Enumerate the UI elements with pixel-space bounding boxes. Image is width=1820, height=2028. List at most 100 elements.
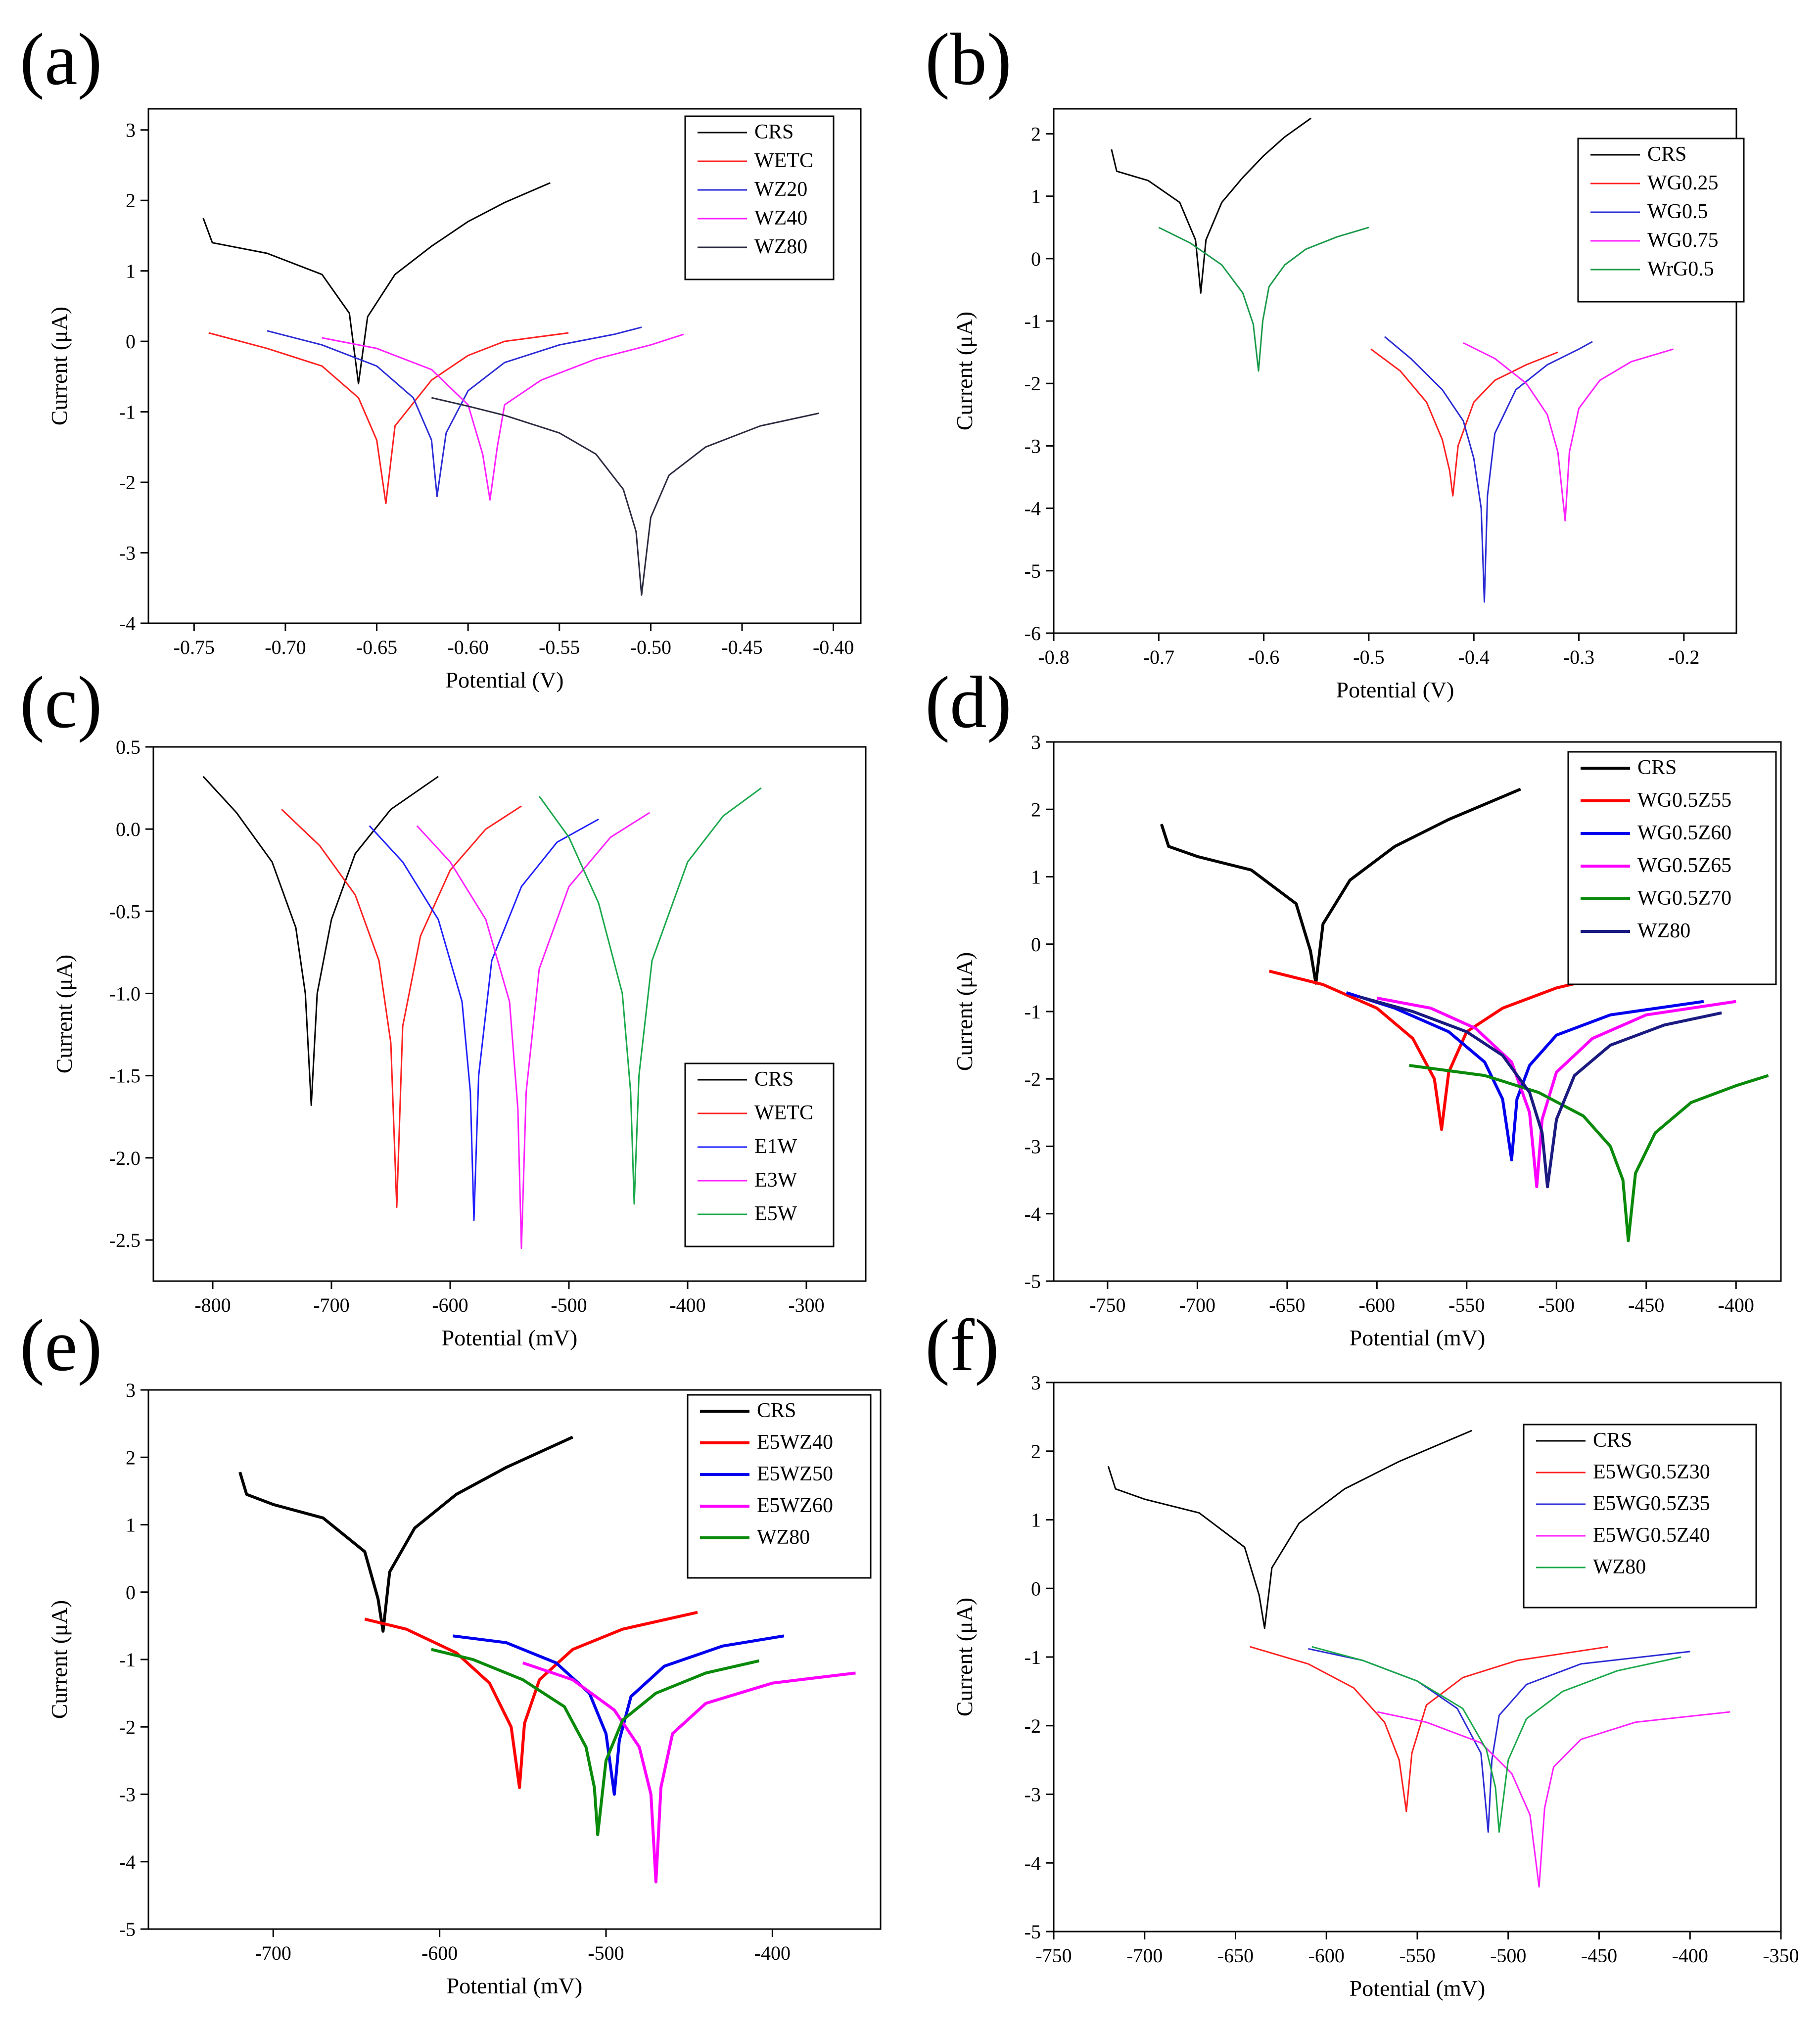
legend-entry: WZ40 bbox=[754, 207, 807, 230]
y-tick-label: -1 bbox=[119, 1649, 136, 1671]
x-tick-label: -500 bbox=[551, 1294, 587, 1316]
y-axis-label: Current (μA) bbox=[952, 952, 977, 1071]
x-tick-label: -700 bbox=[1126, 1944, 1163, 1967]
series-line bbox=[1268, 969, 1629, 1131]
x-tick-label: -500 bbox=[1490, 1944, 1526, 1967]
x-tick-label: -0.6 bbox=[1248, 646, 1279, 668]
chart-panel: (b) -0.8 -0.7 -0.6 -0.5 -0.4 -0.3 -0.2 -6 -5 -4 -3 -… bbox=[925, 18, 1745, 702]
legend-box bbox=[684, 115, 835, 280]
x-tick-label: -0.40 bbox=[813, 636, 854, 658]
legend-box bbox=[687, 1394, 872, 1579]
legend-entry: E5WG0.5Z35 bbox=[1593, 1492, 1710, 1515]
y-tick-label: -3 bbox=[119, 1784, 136, 1806]
legend-entry: WG0.25 bbox=[1647, 172, 1718, 194]
series-line bbox=[416, 812, 650, 1249]
y-tick-label: -2 bbox=[1025, 1715, 1041, 1737]
y-axis-label: Current (μA) bbox=[952, 1598, 977, 1717]
y-tick-label: -5 bbox=[1025, 560, 1041, 582]
panel-label: (d) bbox=[925, 661, 1012, 743]
series-line bbox=[1158, 227, 1369, 372]
series-line bbox=[522, 1661, 856, 1884]
series-line bbox=[281, 805, 522, 1208]
panel-label: (b) bbox=[925, 18, 1012, 100]
chart-panel: (e) -700 -600 -500 -400 -5 -4 -3 -2 -1 0 1 2 3 Potenti… bbox=[20, 1304, 882, 1998]
legend-entry: WG0.5Z70 bbox=[1637, 887, 1731, 910]
x-tick-label: -0.5 bbox=[1353, 646, 1384, 668]
x-tick-label: -550 bbox=[1448, 1294, 1485, 1316]
x-tick-label: -550 bbox=[1399, 1944, 1435, 1967]
x-tick-label: -750 bbox=[1089, 1294, 1125, 1316]
x-tick-label: -600 bbox=[1308, 1944, 1345, 1967]
y-tick-label: -4 bbox=[119, 1851, 136, 1873]
x-tick-label: -750 bbox=[1035, 1944, 1072, 1967]
series-line bbox=[1358, 995, 1722, 1189]
legend-entry: WZ20 bbox=[754, 178, 807, 201]
series-line bbox=[431, 1648, 760, 1837]
y-tick-label: 0 bbox=[126, 330, 136, 353]
legend-entry: WZ80 bbox=[1593, 1556, 1646, 1578]
y-tick-label: 2 bbox=[1031, 123, 1041, 145]
y-tick-label: 2 bbox=[1031, 1440, 1041, 1463]
legend-entry: E3W bbox=[754, 1169, 797, 1192]
chart-panel: (f) -750 -700 -650 -600 -550 -500 -450 -400 -350 -… bbox=[925, 1304, 1799, 2001]
y-tick-label: -2 bbox=[119, 471, 136, 494]
y-tick-label: 2 bbox=[1031, 798, 1041, 821]
y-axis-label: Current (μA) bbox=[952, 312, 977, 431]
legend-entry: WZ80 bbox=[1637, 920, 1690, 942]
y-tick-label: -5 bbox=[1025, 1270, 1041, 1292]
series-line bbox=[1311, 1646, 1681, 1833]
series-line bbox=[431, 397, 819, 596]
legend-entry: E5WZ50 bbox=[757, 1463, 833, 1485]
x-tick-label: -700 bbox=[313, 1294, 349, 1316]
legend-entry: E1W bbox=[754, 1135, 797, 1158]
y-tick-label: -5 bbox=[1025, 1921, 1041, 1943]
x-tick-label: -400 bbox=[754, 1942, 791, 1964]
legend-entry: E5WZ40 bbox=[757, 1431, 833, 1454]
series-line bbox=[1346, 991, 1704, 1161]
y-tick-label: -2.0 bbox=[109, 1147, 140, 1169]
y-tick-label: 3 bbox=[1031, 1372, 1041, 1394]
y-tick-label: -4 bbox=[1025, 498, 1041, 520]
legend-entry: WG0.5Z55 bbox=[1637, 789, 1731, 812]
y-tick-label: -3 bbox=[1025, 1136, 1041, 1158]
y-tick-label: 0.0 bbox=[116, 818, 140, 840]
y-tick-label: 2 bbox=[126, 189, 136, 212]
plot-frame bbox=[147, 108, 862, 624]
series-line bbox=[202, 776, 439, 1106]
x-tick-label: -0.8 bbox=[1038, 646, 1069, 668]
legend-entry: WG0.5Z65 bbox=[1637, 854, 1731, 877]
legend-entry: WETC bbox=[754, 149, 813, 172]
x-tick-label: -0.60 bbox=[447, 636, 488, 658]
x-tick-label: -450 bbox=[1628, 1294, 1664, 1316]
x-tick-label: -650 bbox=[1269, 1294, 1305, 1316]
x-tick-label: -400 bbox=[1672, 1944, 1708, 1967]
x-tick-label: -0.70 bbox=[265, 636, 306, 658]
x-tick-label: -500 bbox=[1539, 1294, 1575, 1316]
series-line bbox=[369, 818, 599, 1221]
y-tick-label: 0 bbox=[1031, 933, 1041, 956]
y-tick-label: -1 bbox=[119, 401, 136, 423]
y-axis-label: Current (μA) bbox=[47, 307, 72, 426]
series-line bbox=[202, 182, 551, 385]
x-tick-label: -400 bbox=[669, 1294, 705, 1316]
y-tick-label: 3 bbox=[1031, 731, 1041, 753]
y-tick-label: 3 bbox=[126, 1379, 136, 1401]
legend-entry: WG0.75 bbox=[1647, 229, 1718, 252]
x-tick-label: -0.2 bbox=[1668, 646, 1699, 668]
legend-entry: E5WZ60 bbox=[757, 1494, 833, 1517]
x-tick-label: -700 bbox=[1179, 1294, 1215, 1316]
y-tick-label: -3 bbox=[1025, 1784, 1041, 1806]
x-axis-label: Potential (mV) bbox=[442, 1325, 578, 1350]
x-tick-label: -350 bbox=[1763, 1944, 1799, 1967]
series-line bbox=[1409, 1064, 1769, 1243]
chart-panel: (a) -0.75 -0.70 -0.65 -0.60 -0.55 -0.50 -0.45 -0… bbox=[20, 18, 862, 692]
legend-entry: WG0.5 bbox=[1647, 200, 1708, 223]
x-tick-label: -450 bbox=[1581, 1944, 1617, 1967]
y-tick-label: -4 bbox=[1025, 1852, 1041, 1874]
x-tick-label: -0.55 bbox=[539, 636, 580, 658]
y-axis-label: Current (μA) bbox=[47, 1600, 72, 1719]
y-tick-label: 0 bbox=[1031, 1577, 1041, 1600]
series-line bbox=[1250, 1646, 1609, 1812]
